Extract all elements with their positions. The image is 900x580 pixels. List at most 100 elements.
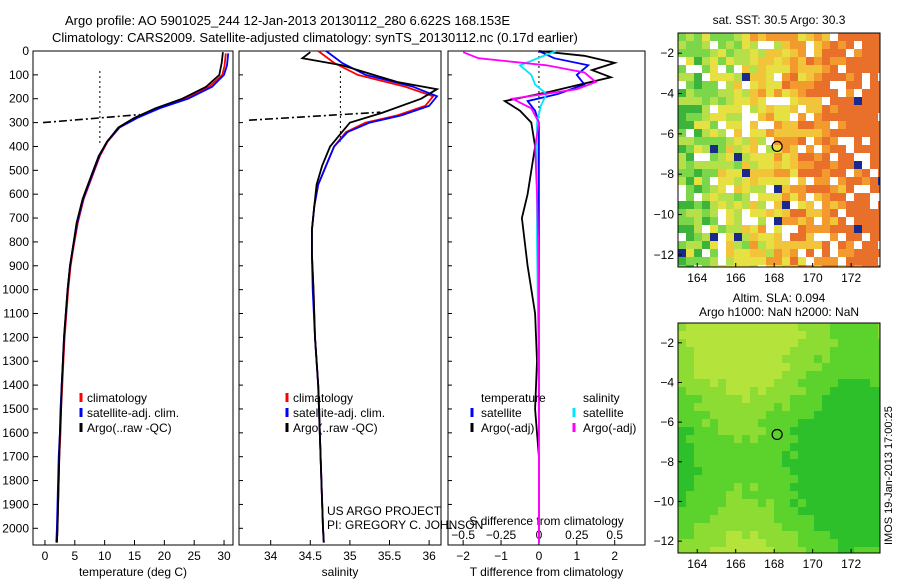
- map-cell: [798, 97, 806, 105]
- map-cell: [814, 379, 822, 387]
- map-cell: [854, 379, 862, 387]
- map-cell: [710, 427, 718, 435]
- map-cell: [862, 201, 870, 209]
- map-cell: [870, 57, 878, 65]
- map-cell: [878, 331, 880, 339]
- map-cell: [678, 89, 686, 97]
- map-cell: [766, 347, 774, 355]
- y-tick-label: 100: [9, 68, 29, 82]
- map-cell: [782, 177, 790, 185]
- map-cell: [726, 547, 734, 553]
- map-cell: [694, 483, 702, 491]
- y-tick-label: 1600: [2, 426, 29, 440]
- map-cell: [798, 547, 806, 553]
- map-cell: [830, 265, 838, 267]
- map-cell: [758, 347, 766, 355]
- map-cell: [806, 233, 814, 241]
- map-cell: [798, 491, 806, 499]
- map-cell: [782, 153, 790, 161]
- map-cell: [870, 523, 878, 531]
- map-cell: [742, 531, 750, 539]
- map-cell: [798, 339, 806, 347]
- map-cell: [782, 331, 790, 339]
- map-cell: [798, 387, 806, 395]
- map-cell: [782, 241, 790, 249]
- map-cell: [686, 225, 694, 233]
- map-cell: [798, 371, 806, 379]
- map-cell: [790, 57, 798, 65]
- map-cell: [878, 185, 880, 193]
- map-cell: [846, 225, 854, 233]
- map-cell: [734, 467, 742, 475]
- map-cell: [734, 89, 742, 97]
- map-cell: [774, 379, 782, 387]
- x-tick-label: 25: [188, 549, 202, 563]
- map-cell: [774, 65, 782, 73]
- map-cell: [790, 403, 798, 411]
- map-cell: [862, 427, 870, 435]
- map-cell: [782, 539, 790, 547]
- map-cell: [734, 435, 742, 443]
- map-cell: [838, 443, 846, 451]
- map-cell: [750, 33, 758, 41]
- map-cell: [718, 395, 726, 403]
- map-cell: [726, 121, 734, 129]
- map-cell: [766, 233, 774, 241]
- x-tick-label: 15: [128, 549, 142, 563]
- map-x-tick-label: 166: [726, 557, 746, 571]
- map-cell: [734, 225, 742, 233]
- map-cell: [742, 241, 750, 249]
- map-cell: [782, 169, 790, 177]
- map-cell: [726, 97, 734, 105]
- map-cell: [846, 233, 854, 241]
- map-cell: [734, 201, 742, 209]
- map-cell: [830, 531, 838, 539]
- map-cell: [790, 209, 798, 217]
- map-cell: [846, 121, 854, 129]
- map-cell: [742, 41, 750, 49]
- sla-map-title-line2: Argo h1000: NaN h2000: NaN: [699, 305, 859, 319]
- map-cell: [694, 185, 702, 193]
- map-cell: [742, 193, 750, 201]
- map-cell: [702, 427, 710, 435]
- map-cell: [854, 347, 862, 355]
- map-cell: [734, 249, 742, 257]
- map-cell: [766, 49, 774, 57]
- map-cell: [846, 347, 854, 355]
- map-cell: [806, 89, 814, 97]
- map-cell: [678, 403, 686, 411]
- map-cell: [710, 249, 718, 257]
- map-cell: [678, 411, 686, 419]
- map-cell: [710, 323, 718, 331]
- map-cell: [758, 539, 766, 547]
- map-cell: [758, 523, 766, 531]
- map-cell: [774, 363, 782, 371]
- map-cell: [678, 73, 686, 81]
- map-cell: [774, 201, 782, 209]
- map-cell: [870, 483, 878, 491]
- map-cell: [734, 387, 742, 395]
- map-cell: [742, 177, 750, 185]
- map-cell: [774, 153, 782, 161]
- map-cell: [694, 371, 702, 379]
- map-cell: [862, 209, 870, 217]
- map-cell: [718, 539, 726, 547]
- map-cell: [702, 121, 710, 129]
- map-cell: [822, 427, 830, 435]
- x-axis-top-label: S difference from climatology: [469, 514, 624, 528]
- map-cell: [854, 539, 862, 547]
- map-cell: [782, 201, 790, 209]
- map-cell: [710, 33, 718, 41]
- map-cell: [870, 323, 878, 331]
- map-cell: [702, 257, 710, 265]
- map-cell: [734, 347, 742, 355]
- map-cell: [814, 265, 822, 267]
- map-cell: [854, 177, 862, 185]
- map-cell: [870, 113, 878, 121]
- map-cell: [878, 379, 880, 387]
- map-cell: [686, 161, 694, 169]
- map-cell: [822, 81, 830, 89]
- map-cell: [862, 169, 870, 177]
- map-cell: [678, 499, 686, 507]
